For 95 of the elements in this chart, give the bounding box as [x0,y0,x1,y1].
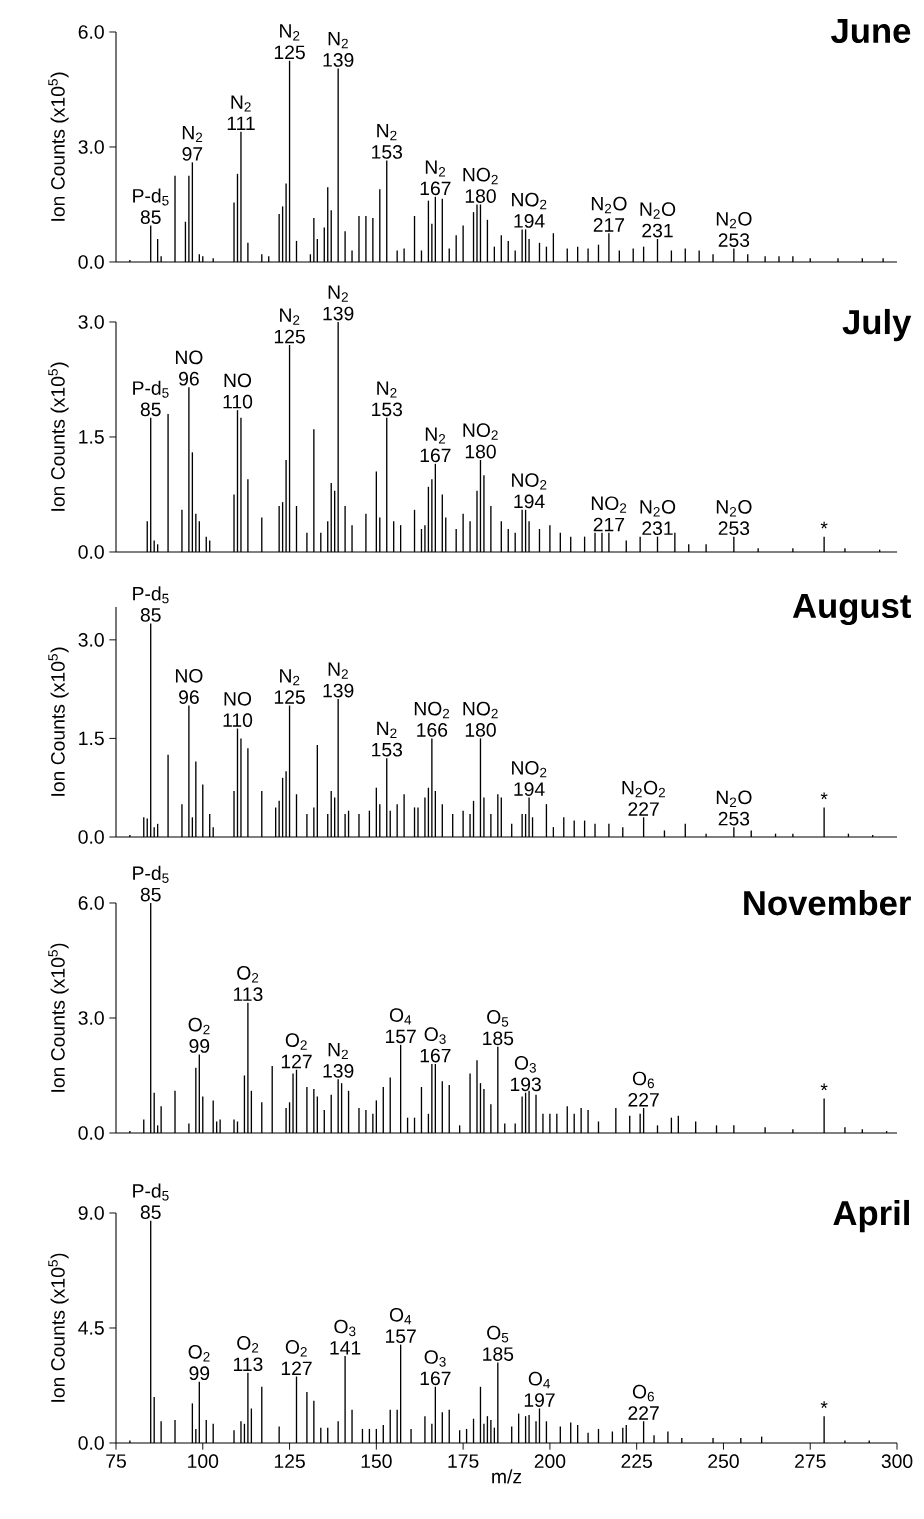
annotation: * [820,792,828,800]
annotation: N$_{2}$ 125 [274,24,305,60]
annotation: NO$_{2}$ 166 [414,701,450,737]
annotation: O$_{6}$ 227 [628,1384,659,1420]
y-tick-label: 3.0 [78,140,104,154]
annotation: N$_{2}$O 253 [716,790,752,826]
y-tick-label: 6.0 [78,25,104,39]
x-tick-label: 100 [188,1454,219,1469]
x-tick-label: 275 [795,1454,826,1469]
annotation: O$_{2}$ 127 [281,1340,312,1375]
x-tick-label: 250 [708,1454,739,1469]
y-tick-label: 0.0 [78,1436,104,1450]
annotation: O$_{4}$ 197 [524,1371,555,1407]
y-tick-label: 9.0 [78,1206,104,1220]
annotation: O$_{6}$ 227 [628,1071,659,1107]
annotation: O$_{3}$ 167 [420,1027,451,1063]
annotation: N$_{2}$ 139 [323,285,354,321]
annotation: * [820,521,828,529]
y-tick-label: 3.0 [78,315,104,329]
y-tick-label: 0.0 [78,545,104,559]
y-axis-title: Ion Counts (x10$^{5}$) [48,1253,69,1402]
annotation: * [820,1083,828,1091]
y-tick-label: 1.5 [79,731,104,746]
x-axis-title: m/z [492,1469,522,1484]
annotation: P-d$_{5}$ 85 [133,865,169,902]
y-tick-label: 0.0 [78,1126,104,1140]
annotation: NO$_{2}$ 194 [512,192,547,228]
x-tick-label: 150 [361,1454,392,1469]
annotation: N$_{2}$O 253 [716,500,752,536]
annotation: N$_{2}$ 167 [420,427,451,463]
y-axis-title: Ion Counts (x10$^{5}$) [48,943,69,1092]
annotation: NO$_{2}$ 194 [512,473,547,509]
annotation: NO 110 [223,691,253,727]
annotation: NO$_{2}$ 217 [591,496,627,532]
y-axis-title: Ion Counts (x10$^{5}$) [48,362,69,511]
annotation: O$_{3}$ 141 [330,1319,361,1355]
chart-title: June [831,18,911,44]
x-tick-label: 225 [621,1454,652,1469]
annotation: NO$_{2}$ 180 [463,701,498,737]
annotation: * [820,1401,828,1409]
annotation: N$_{2}$ 139 [323,662,354,698]
annotation: O$_{4}$ 157 [385,1307,416,1344]
annotation: NO 110 [223,373,253,409]
annotation: P-d$_{5}$ 85 [133,586,169,622]
chart-title: November [744,889,911,916]
annotation: N$_{2}$ 111 [227,95,255,131]
y-tick-label: 3.0 [78,1011,104,1025]
annotation: O$_{2}$ 99 [188,1017,210,1053]
x-tick-label: 125 [274,1454,305,1469]
annotation: O$_{3}$ 167 [420,1350,451,1386]
annotation: N$_{2}$ 125 [274,308,305,344]
annotation: NO 96 [175,350,203,386]
annotation: N$_{2}$O 217 [591,196,627,232]
y-tick-label: 0.0 [78,255,104,269]
y-axis-title: Ion Counts (x10$^{5}$) [48,72,69,221]
annotation: NO 96 [175,668,203,704]
annotation: N$_{2}$O$_{2}$ 227 [622,780,665,816]
annotation: O$_{4}$ 157 [385,1008,416,1044]
annotation: P-d$_{5}$ 85 [133,188,169,224]
annotation: N$_{2}$ 97 [182,125,203,161]
annotation: P-d$_{5}$ 85 [133,1183,169,1220]
y-tick-label: 1.5 [79,430,104,444]
chart-title: April [833,1199,909,1233]
chart-title: July [842,308,912,342]
y-tick-label: 0.0 [78,830,104,844]
annotation: N$_{2}$ 153 [372,123,403,159]
annotation: NO$_{2}$ 180 [463,423,498,459]
annotation: O$_{2}$ 113 [233,1336,263,1372]
annotation: NO$_{2}$ 194 [512,760,547,796]
annotation: N$_{2}$O 253 [716,211,752,247]
annotation: N$_{2}$ 139 [323,31,354,67]
annotation: P-d$_{5}$ 85 [133,380,169,417]
y-tick-label: 6.0 [78,896,104,910]
annotation: N$_{2}$ 139 [323,1042,354,1078]
annotation: O$_{5}$ 185 [483,1325,514,1361]
annotation: N$_{2}$ 125 [274,669,305,704]
x-tick-label: 75 [106,1454,126,1468]
chart-title: August [792,593,911,626]
y-tick-label: 4.5 [78,1321,104,1335]
annotation: O$_{3}$ 193 [510,1056,541,1092]
annotation: NO$_{2}$ 180 [463,167,498,203]
x-tick-label: 300 [881,1454,913,1469]
annotation: N$_{2}$O 231 [640,500,676,536]
x-tick-label: 200 [534,1454,566,1469]
annotation: O$_{2}$ 127 [281,1033,312,1069]
annotation: N$_{2}$O 231 [640,202,676,238]
annotation: N$_{2}$ 153 [372,381,403,417]
annotation: O$_{2}$ 99 [188,1345,210,1381]
y-axis-title: Ion Counts (x10$^{5}$) [48,647,69,796]
annotation: N$_{2}$ 167 [420,160,451,196]
y-tick-label: 3.0 [78,632,104,647]
annotation: O$_{5}$ 185 [483,1010,514,1046]
annotation: N$_{2}$ 153 [372,721,403,757]
annotation: O$_{2}$ 113 [233,966,263,1002]
x-tick-label: 175 [448,1454,479,1468]
